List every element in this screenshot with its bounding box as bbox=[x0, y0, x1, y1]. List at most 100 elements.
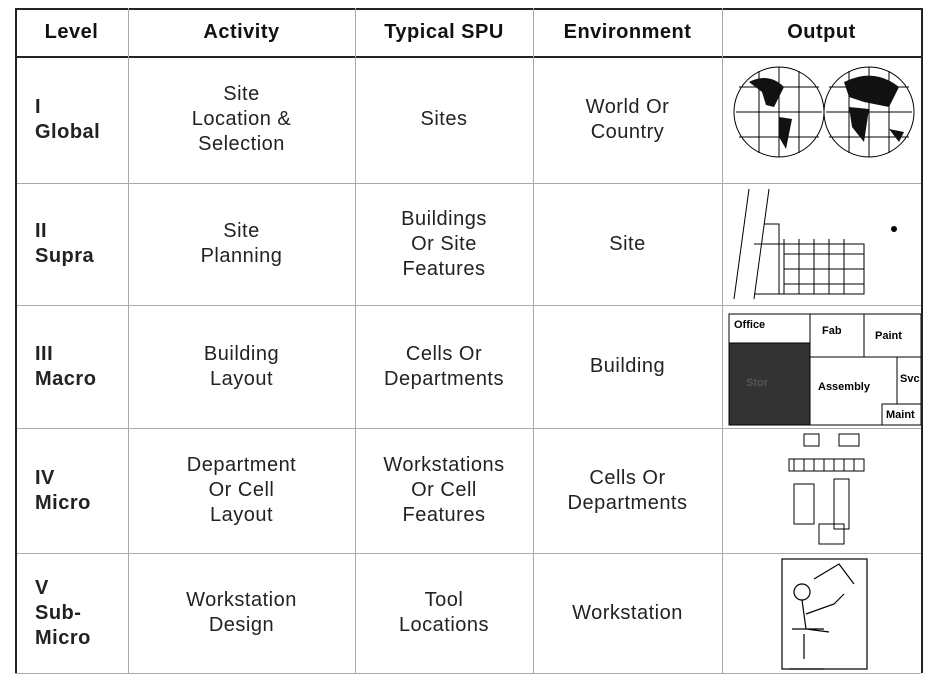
area-label: Stor bbox=[746, 377, 769, 389]
column-rule bbox=[533, 8, 534, 673]
output-illustration: Office Fab Paint Stor Assembly Svc Maint bbox=[728, 313, 921, 426]
activity-text: Department bbox=[186, 454, 297, 476]
environment-text: World Or bbox=[585, 95, 670, 118]
environment-text: Departments bbox=[567, 491, 688, 514]
activity-text: Planning bbox=[200, 245, 283, 267]
row-rule bbox=[15, 553, 921, 554]
row-rule bbox=[15, 305, 921, 306]
level-text: III bbox=[35, 342, 54, 365]
spu-text: Locations bbox=[398, 614, 490, 636]
environment-cell: Building bbox=[533, 305, 722, 428]
activity-cell: Site Planning bbox=[128, 183, 355, 305]
header-cell: Typical SPU bbox=[355, 8, 533, 56]
level-text: II bbox=[35, 220, 48, 242]
level-text: Supra bbox=[35, 245, 95, 267]
spu-text: Departments bbox=[384, 367, 504, 390]
spu-text: Workstations bbox=[383, 454, 505, 476]
spu-cell: Buildings Or Site Features bbox=[355, 183, 533, 305]
environment-text: Country bbox=[590, 120, 665, 143]
environment-cell: Site bbox=[533, 183, 722, 305]
area-label: Office bbox=[734, 319, 765, 331]
column-rule bbox=[722, 8, 723, 673]
header-cell: Activity bbox=[128, 8, 355, 56]
spu-cell: Tool Locations bbox=[355, 553, 533, 673]
spu-cell: Sites bbox=[355, 56, 533, 183]
header-text: Level bbox=[44, 20, 99, 43]
area-box bbox=[896, 356, 921, 405]
activity-text: Site bbox=[223, 220, 260, 242]
environment-cell: World Or Country bbox=[533, 56, 722, 183]
level-cell: V Sub- Micro bbox=[15, 553, 128, 673]
column-rule bbox=[15, 8, 17, 673]
header-cell: Level bbox=[15, 8, 128, 56]
column-rule bbox=[921, 8, 923, 673]
level-cell: IV Micro bbox=[15, 428, 128, 553]
level-cell: I Global bbox=[15, 56, 128, 183]
row-rule bbox=[15, 183, 921, 184]
level-text: I bbox=[35, 95, 42, 118]
level-text: Micro bbox=[35, 491, 91, 514]
output-illustration bbox=[788, 433, 865, 545]
environment-text: Workstation bbox=[572, 601, 683, 624]
area-label: Paint bbox=[875, 330, 902, 342]
level-text: Micro bbox=[35, 626, 91, 649]
area-box bbox=[809, 313, 865, 358]
spu-text: Cells Or bbox=[405, 342, 483, 365]
activity-text: Selection bbox=[198, 133, 285, 155]
activity-text: Building bbox=[203, 342, 280, 365]
header-cell: Environment bbox=[533, 8, 722, 56]
activity-cell: Workstation Design bbox=[128, 553, 355, 673]
row-rule bbox=[15, 428, 921, 429]
activity-cell: Site Location & Selection bbox=[128, 56, 355, 183]
column-rule bbox=[355, 8, 356, 673]
output-illustration bbox=[781, 558, 868, 670]
environment-text: Building bbox=[589, 355, 666, 377]
spu-text: Features bbox=[402, 504, 486, 526]
activity-text: Location & bbox=[191, 108, 292, 130]
header-text: Activity bbox=[203, 20, 280, 43]
level-cell: II Supra bbox=[15, 183, 128, 305]
activity-text: Site bbox=[223, 83, 260, 105]
environment-text: Cells Or bbox=[589, 466, 666, 489]
activity-cell: Department Or Cell Layout bbox=[128, 428, 355, 553]
row-rule bbox=[15, 8, 921, 10]
spu-cell: Cells Or Departments bbox=[355, 305, 533, 428]
row-rule bbox=[15, 56, 921, 58]
header-text: Typical SPU bbox=[384, 20, 504, 43]
level-text: Global bbox=[35, 120, 101, 143]
level-text: Macro bbox=[35, 367, 97, 390]
spu-text: Features bbox=[402, 257, 486, 280]
activity-text: Layout bbox=[209, 367, 274, 390]
area-label: Fab bbox=[822, 325, 842, 337]
activity-cell: Building Layout bbox=[128, 305, 355, 428]
header-text: Environment bbox=[563, 20, 692, 43]
level-text: V bbox=[35, 576, 49, 599]
output-illustration bbox=[733, 188, 897, 300]
spu-text: Buildings bbox=[401, 207, 487, 230]
header-text: Output bbox=[787, 20, 856, 43]
level-text: IV bbox=[35, 466, 55, 489]
activity-text: Or Cell bbox=[208, 479, 275, 501]
spu-text: Sites bbox=[420, 108, 468, 130]
area-label: Maint bbox=[886, 409, 915, 421]
area-label: Assembly bbox=[818, 381, 871, 393]
level-text: Sub- bbox=[35, 601, 82, 624]
spu-text: Tool bbox=[424, 589, 464, 611]
area-box bbox=[863, 313, 921, 358]
activity-text: Design bbox=[208, 614, 275, 636]
activity-text: Workstation bbox=[186, 589, 297, 611]
output-illustration bbox=[733, 66, 915, 158]
environment-cell: Cells Or Departments bbox=[533, 428, 722, 553]
area-box bbox=[881, 403, 921, 426]
area-label: Svc bbox=[900, 373, 920, 385]
column-rule bbox=[128, 8, 129, 673]
header-cell: Output bbox=[722, 8, 921, 56]
area-box bbox=[728, 313, 811, 344]
area-box bbox=[728, 342, 811, 426]
activity-text: Layout bbox=[209, 504, 274, 526]
environment-text: Site bbox=[609, 232, 646, 255]
environment-cell: Workstation bbox=[533, 553, 722, 673]
spu-cell: Workstations Or Cell Features bbox=[355, 428, 533, 553]
spu-text: Or Cell bbox=[411, 479, 477, 501]
